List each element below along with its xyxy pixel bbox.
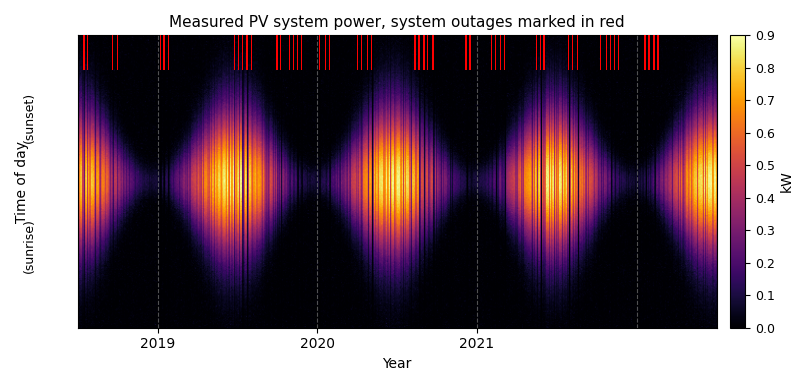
Bar — [318, 36, 320, 70]
Bar — [160, 36, 161, 70]
Bar — [296, 36, 298, 70]
Bar — [613, 36, 614, 70]
Bar — [535, 36, 536, 70]
Bar — [653, 36, 654, 70]
Bar — [571, 36, 573, 70]
Bar — [647, 36, 649, 70]
Bar — [543, 36, 544, 70]
Bar — [324, 36, 326, 70]
Text: (sunset): (sunset) — [24, 91, 36, 143]
Bar — [300, 36, 302, 70]
Bar — [276, 36, 277, 70]
Bar — [367, 36, 368, 70]
Bar — [503, 36, 504, 70]
Bar — [238, 36, 239, 70]
Bar — [427, 36, 428, 70]
Bar — [87, 36, 88, 70]
Bar — [328, 36, 329, 70]
Bar — [494, 36, 496, 70]
Bar — [431, 36, 433, 70]
Bar — [469, 36, 470, 70]
Bar — [423, 36, 424, 70]
Bar — [576, 36, 577, 70]
Text: (sunrise): (sunrise) — [24, 218, 36, 273]
Bar — [414, 36, 415, 70]
Bar — [360, 36, 362, 70]
Bar — [163, 36, 165, 70]
Bar — [609, 36, 611, 70]
Bar — [246, 36, 247, 70]
Bar — [117, 36, 118, 70]
Bar — [644, 36, 645, 70]
Bar — [599, 36, 600, 70]
Bar — [280, 36, 281, 70]
Bar — [356, 36, 358, 70]
Bar — [293, 36, 294, 70]
Bar — [617, 36, 618, 70]
Y-axis label: kW: kW — [779, 171, 793, 193]
Y-axis label: Time of day: Time of day — [15, 141, 29, 222]
Bar — [112, 36, 114, 70]
Bar — [289, 36, 290, 70]
Bar — [168, 36, 169, 70]
Bar — [418, 36, 419, 70]
Bar — [465, 36, 466, 70]
Bar — [605, 36, 607, 70]
Bar — [539, 36, 540, 70]
Title: Measured PV system power, system outages marked in red: Measured PV system power, system outages… — [169, 15, 624, 30]
Bar — [656, 36, 658, 70]
Bar — [567, 36, 569, 70]
X-axis label: Year: Year — [382, 357, 411, 371]
